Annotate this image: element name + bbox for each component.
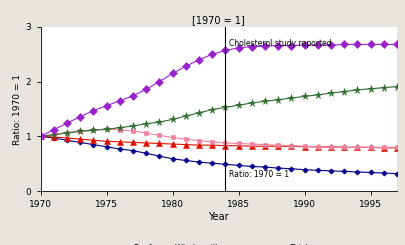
Legend: Beef, Eggs, Whole milk, Lower fat, fat-free milk, Chicken: Beef, Eggs, Whole milk, Lower fat, fat-f… xyxy=(117,244,321,245)
Text: Cholesterol study reported: Cholesterol study reported xyxy=(229,39,332,48)
X-axis label: Year: Year xyxy=(209,212,229,222)
Y-axis label: Ratio: 1970 = 1: Ratio: 1970 = 1 xyxy=(13,74,21,145)
Text: Ratio: 1970 = 1: Ratio: 1970 = 1 xyxy=(229,170,290,179)
Title: [1970 = 1]: [1970 = 1] xyxy=(192,15,245,25)
